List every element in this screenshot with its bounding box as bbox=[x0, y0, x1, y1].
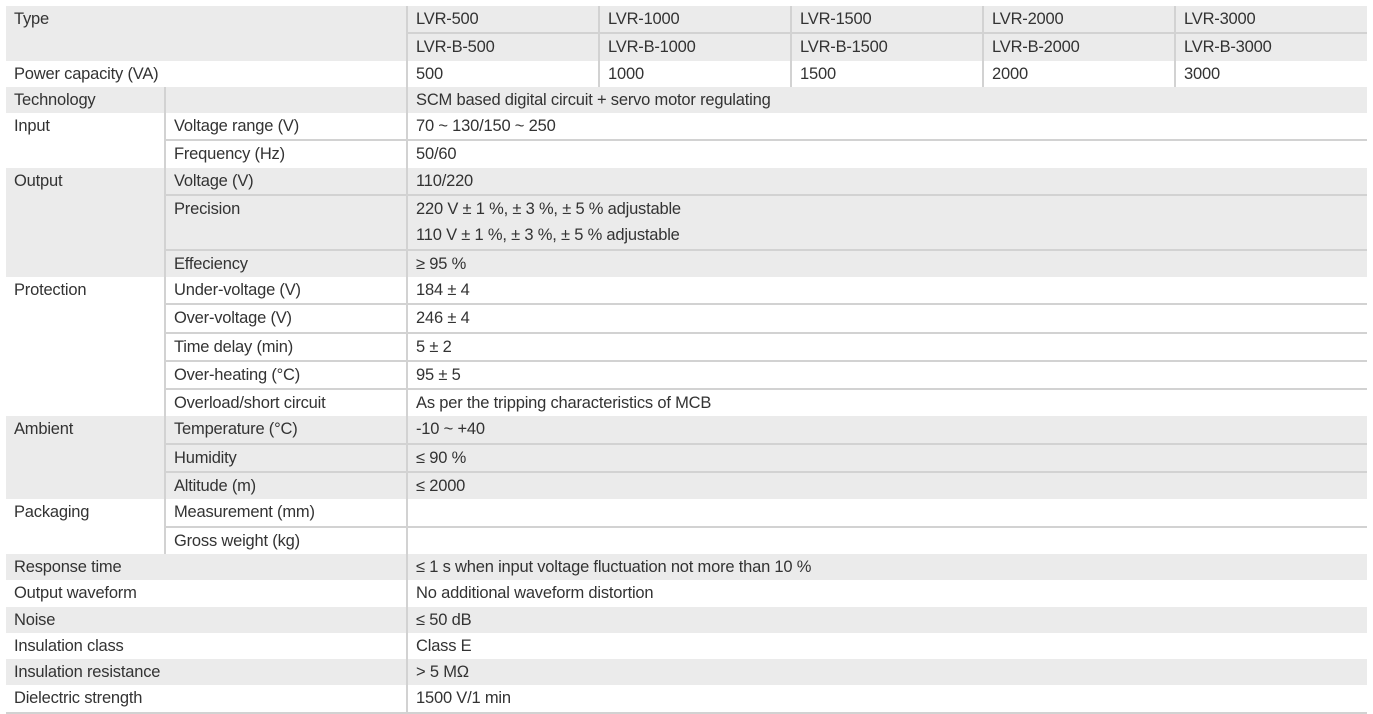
type-label: Type bbox=[6, 6, 408, 61]
table-row: Insulation resistance > 5 MΩ bbox=[6, 659, 1368, 686]
table-row: Packaging Measurement (mm) bbox=[6, 499, 1368, 527]
table-row: LVR-B-500 LVR-B-1000 LVR-B-1500 LVR-B-2000 L… bbox=[6, 32, 1368, 61]
param-label: Overload/short circuit bbox=[163, 388, 408, 417]
param-value: Class E bbox=[406, 632, 1368, 660]
table-row: Humidity ≤ 90 % bbox=[6, 442, 1368, 473]
param-value: 5 ± 2 bbox=[406, 331, 1368, 361]
value-line: 220 V ± 1 %, ± 3 %, ± 5 % adjustable bbox=[416, 200, 681, 219]
table-row: Effeciency ≥ 95 % bbox=[6, 248, 1368, 277]
param-value: 220 V ± 1 %, ± 3 %, ± 5 % adjustable 110 … bbox=[406, 194, 1368, 250]
param-label: Response time bbox=[6, 553, 408, 581]
param-label: Insulation class bbox=[14, 636, 124, 655]
param-label: Humidity bbox=[163, 442, 408, 473]
param-value bbox=[406, 499, 1368, 527]
param-label: Voltage range (V) bbox=[163, 113, 408, 141]
param-label: Dielectric strength bbox=[6, 685, 408, 714]
param-value: ≥ 95 % bbox=[406, 248, 1368, 277]
table-row: Over-voltage (V) 246 ± 4 bbox=[6, 303, 1368, 333]
group-label: Protection bbox=[14, 280, 87, 299]
type-model: LVR-500 bbox=[406, 6, 600, 34]
param-label: Gross weight (kg) bbox=[163, 525, 408, 554]
param-label: Measurement (mm) bbox=[163, 499, 408, 527]
type-model-b: LVR-B-500 bbox=[406, 32, 600, 61]
table-row: Over-heating (°C) 95 ± 5 bbox=[6, 359, 1368, 390]
type-model: LVR-1500 bbox=[790, 6, 984, 34]
capacity-value: 500 bbox=[406, 60, 600, 87]
param-label: Over-heating (°C) bbox=[163, 359, 408, 390]
param-label: Effeciency bbox=[163, 248, 408, 277]
type-model-b: LVR-B-3000 bbox=[1174, 32, 1368, 61]
param-value: 50/60 bbox=[406, 139, 1368, 168]
param-label: Output waveform bbox=[14, 584, 137, 603]
param-value: -10 ~ +40 bbox=[406, 416, 1368, 444]
param-value: 70 ~ 130/150 ~ 250 bbox=[406, 113, 1368, 141]
param-value: 110/220 bbox=[406, 167, 1368, 196]
table-row: Response time ≤ 1 s when input voltage fl… bbox=[6, 553, 1368, 581]
param-label bbox=[163, 86, 408, 114]
group-label: Ambient bbox=[6, 416, 165, 500]
type-model: LVR-3000 bbox=[1174, 6, 1368, 34]
table-row: Output Voltage (V) 110/220 bbox=[6, 167, 1368, 277]
table-row: Input Voltage range (V) 70 ~ 130/150 ~ 250 bbox=[6, 113, 1368, 141]
type-model: LVR-2000 bbox=[982, 6, 1176, 34]
param-label: Insulation resistance bbox=[6, 659, 408, 686]
type-model-b: LVR-B-1500 bbox=[790, 32, 984, 61]
table-row: Precision 220 V ± 1 %, ± 3 %, ± 5 % adjus… bbox=[6, 194, 1368, 250]
param-label: Precision bbox=[163, 194, 408, 250]
param-value: SCM based digital circuit + servo motor … bbox=[406, 86, 1368, 114]
table-row: Noise ≤ 50 dB bbox=[6, 606, 1368, 633]
param-label: Frequency (Hz) bbox=[163, 139, 408, 168]
table-row: Overload/short circuit As per the trippin… bbox=[6, 388, 1368, 417]
type-model-b: LVR-B-2000 bbox=[982, 32, 1176, 61]
param-label: Under-voltage (V) bbox=[163, 276, 408, 305]
param-value: 1500 V/1 min bbox=[406, 685, 1368, 714]
param-value: 246 ± 4 bbox=[406, 303, 1368, 333]
table-row: Protection Under-voltage (V) 184 ± 4 bbox=[6, 276, 1368, 305]
capacity-value: 1000 bbox=[598, 60, 792, 87]
param-value: ≤ 2000 bbox=[406, 471, 1368, 500]
capacity-label: Power capacity (VA) bbox=[14, 64, 159, 83]
spec-table: Type LVR-500 LVR-1000 LVR-1500 LVR-2000 LVR-3… bbox=[6, 6, 1368, 714]
table-row: Gross weight (kg) bbox=[6, 525, 1368, 554]
param-label: Temperature (°C) bbox=[163, 416, 408, 444]
group-label: Output bbox=[6, 167, 165, 277]
group-label: Packaging bbox=[14, 503, 90, 522]
table-row: Time delay (min) 5 ± 2 bbox=[6, 331, 1368, 361]
capacity-value: 2000 bbox=[982, 60, 1176, 87]
param-value bbox=[406, 525, 1368, 554]
table-row: Power capacity (VA) 500 1000 1500 2000 3000 bbox=[6, 60, 1368, 87]
table-row: Ambient Temperature (°C) -10 ~ +40 bbox=[6, 416, 1368, 500]
table-row: Technology SCM based digital circuit + se… bbox=[6, 86, 1368, 114]
group-label: Input bbox=[14, 117, 50, 136]
table-row: Type LVR-500 LVR-1000 LVR-1500 LVR-2000 LVR-3… bbox=[6, 6, 1368, 61]
param-label: Voltage (V) bbox=[163, 167, 408, 196]
value-line: 110 V ± 1 %, ± 3 %, ± 5 % adjustable bbox=[416, 226, 680, 245]
capacity-value: 1500 bbox=[790, 60, 984, 87]
param-label: Noise bbox=[6, 606, 408, 633]
table-row: Frequency (Hz) 50/60 bbox=[6, 139, 1368, 168]
table-row: Insulation class Class E bbox=[6, 632, 1368, 660]
type-model: LVR-1000 bbox=[598, 6, 792, 34]
capacity-value: 3000 bbox=[1174, 60, 1368, 87]
table-row: Altitude (m) ≤ 2000 bbox=[6, 471, 1368, 500]
table-row: Output waveform No additional waveform di… bbox=[6, 580, 1368, 607]
param-value: > 5 MΩ bbox=[406, 659, 1368, 686]
type-model-b: LVR-B-1000 bbox=[598, 32, 792, 61]
param-value: ≤ 50 dB bbox=[406, 606, 1368, 633]
param-value: 184 ± 4 bbox=[406, 276, 1368, 305]
param-value: No additional waveform distortion bbox=[406, 580, 1368, 607]
param-label: Time delay (min) bbox=[163, 331, 408, 361]
table-row: Dielectric strength 1500 V/1 min bbox=[6, 685, 1368, 714]
param-value: As per the tripping characteristics of M… bbox=[406, 388, 1368, 417]
param-label: Altitude (m) bbox=[163, 471, 408, 500]
param-value: ≤ 1 s when input voltage fluctuation not… bbox=[406, 553, 1368, 581]
param-value: ≤ 90 % bbox=[406, 442, 1368, 473]
param-value: 95 ± 5 bbox=[406, 359, 1368, 390]
group-label: Technology bbox=[6, 86, 165, 114]
param-label: Over-voltage (V) bbox=[163, 303, 408, 333]
